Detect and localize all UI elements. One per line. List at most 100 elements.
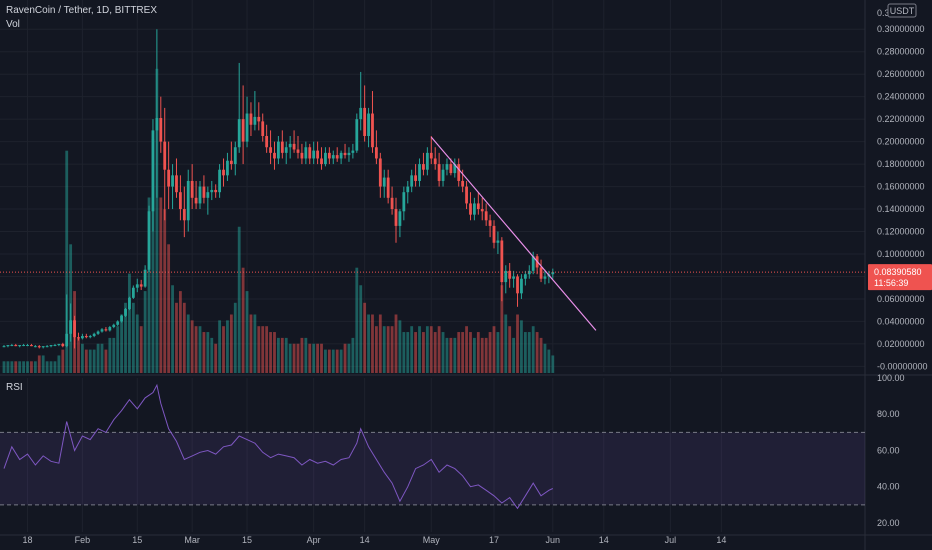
- candle-body: [53, 345, 57, 347]
- candle-body: [2, 346, 6, 348]
- volume-bar: [233, 302, 237, 373]
- candle-body: [457, 164, 461, 181]
- candle-body: [288, 143, 292, 148]
- volume-bar: [347, 343, 351, 373]
- volume-bar: [304, 337, 308, 373]
- candle-body: [363, 107, 367, 136]
- candle-body: [335, 155, 339, 159]
- candle-body: [331, 155, 335, 159]
- volume-bar: [222, 326, 225, 373]
- candle-body: [410, 175, 414, 187]
- current-price-value: 0.08390580: [874, 267, 922, 277]
- candle-body: [22, 345, 25, 347]
- candle-body: [269, 147, 272, 153]
- volume-bar: [120, 314, 123, 373]
- volume-bar: [253, 314, 257, 373]
- candle-body: [30, 345, 33, 347]
- candle-body: [249, 113, 253, 125]
- candle-body: [222, 169, 225, 176]
- candle-body: [484, 211, 488, 221]
- volume-bar: [418, 326, 421, 373]
- volume-bar: [496, 332, 500, 373]
- price-tick-label: -0.00000000: [877, 361, 928, 371]
- price-tick-label: 0.10000000: [877, 249, 925, 259]
- candle-body: [257, 116, 261, 122]
- volume-bar: [179, 291, 182, 373]
- candle-body: [171, 175, 174, 187]
- volume-bar: [312, 343, 316, 373]
- candle-body: [449, 164, 453, 174]
- volume-bar: [77, 337, 80, 373]
- volume-bar: [273, 332, 276, 373]
- volume-bar: [402, 332, 406, 373]
- candle-body: [179, 192, 182, 210]
- volume-bar: [406, 332, 410, 373]
- candle-body: [429, 152, 433, 159]
- volume-bar: [492, 326, 496, 373]
- candle-body: [163, 141, 167, 170]
- volume-bar: [241, 267, 245, 373]
- volume-bar: [543, 343, 547, 373]
- volume-bar: [14, 361, 18, 373]
- candle-body: [461, 180, 465, 187]
- volume-bar: [155, 68, 159, 374]
- candle-body: [520, 278, 523, 294]
- volume-bar: [186, 314, 190, 373]
- candle-body: [96, 331, 100, 334]
- candle-body: [445, 164, 449, 170]
- volume-bar: [535, 332, 539, 373]
- candle-body: [186, 180, 190, 221]
- candle-body: [280, 141, 284, 153]
- candle-body: [10, 345, 14, 347]
- candle-body: [304, 147, 308, 159]
- candle-body: [261, 121, 265, 136]
- volume-bar: [484, 337, 488, 373]
- candle-body: [422, 164, 425, 170]
- volume-bar: [116, 326, 120, 373]
- volume-bar: [351, 337, 355, 373]
- volume-bar: [139, 326, 143, 373]
- x-tick-label: Apr: [307, 535, 321, 545]
- volume-bar: [261, 326, 265, 373]
- volume-bar: [277, 337, 280, 373]
- volume-bar: [226, 320, 229, 373]
- volume-bar: [10, 361, 14, 373]
- candle-body: [496, 240, 500, 243]
- volume-bar: [445, 337, 449, 373]
- volume-bar: [198, 326, 202, 373]
- candle-body: [539, 267, 543, 279]
- candle-body: [347, 152, 351, 156]
- candle-body: [516, 276, 519, 294]
- candle-body: [473, 203, 476, 215]
- volume-bar: [473, 337, 476, 373]
- candle-body: [316, 150, 319, 159]
- candle-body: [61, 343, 65, 347]
- volume-bar: [335, 349, 339, 373]
- candle-body: [6, 345, 10, 347]
- candle-body: [253, 116, 257, 125]
- volume-bar: [81, 343, 84, 373]
- rsi-band: [0, 432, 865, 505]
- volume-bar: [108, 337, 112, 373]
- candle-body: [425, 152, 429, 170]
- x-tick-label: 15: [132, 535, 142, 545]
- volume-bar: [214, 343, 218, 373]
- volume-bar: [476, 332, 480, 373]
- candle-body: [155, 118, 159, 131]
- candle-body: [512, 276, 515, 279]
- volume-bar: [104, 349, 108, 373]
- volume-bar: [229, 314, 233, 373]
- volume-bar: [508, 326, 512, 373]
- volume-bar: [547, 349, 551, 373]
- candle-body: [382, 177, 386, 187]
- volume-bar: [6, 361, 10, 373]
- volume-bar: [355, 267, 359, 373]
- candle-body: [37, 346, 41, 348]
- volume-bar: [147, 197, 151, 373]
- candle-body: [33, 346, 37, 348]
- volume-bar: [182, 302, 186, 373]
- candle-body: [41, 346, 45, 348]
